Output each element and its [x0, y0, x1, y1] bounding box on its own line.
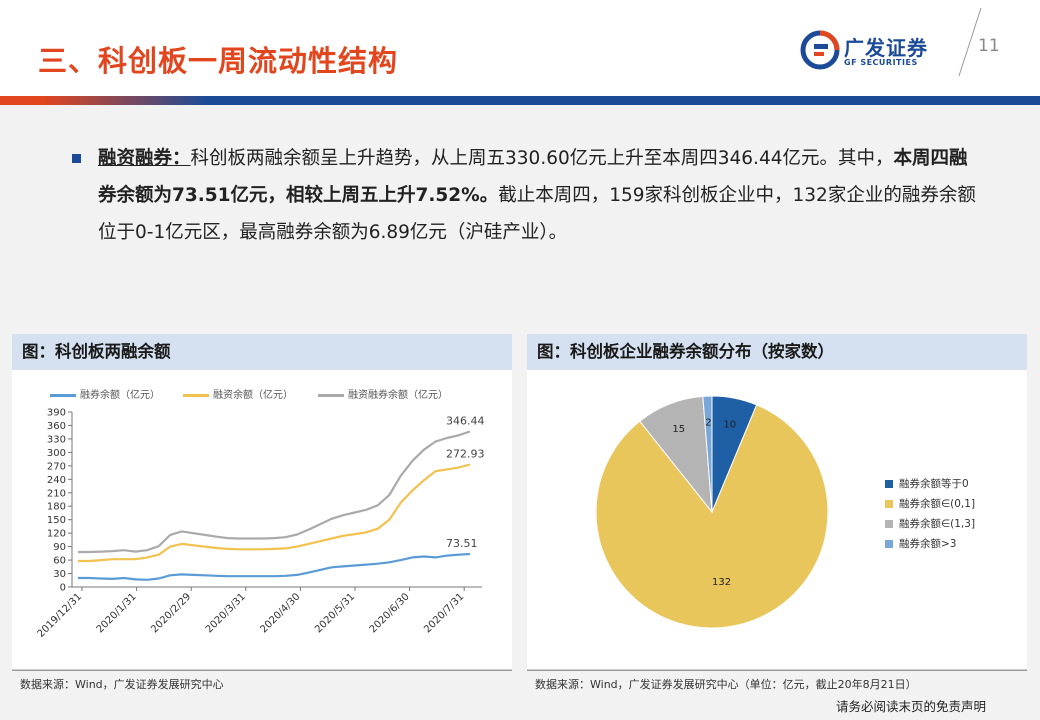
y-tick-label: 180	[47, 502, 66, 513]
line-chart: 0 30 60 90 120 150 180 210 240 270 300 330 360 390 201…	[36, 408, 485, 640]
pie-slice-label: 10	[723, 419, 736, 430]
series-end-label: 73.51	[446, 537, 478, 550]
legend-swatch	[885, 540, 893, 548]
left-panel-body	[12, 370, 512, 670]
y-tick-label: 90	[53, 542, 66, 553]
pie-slice	[702, 395, 713, 513]
y-tick-label: 120	[47, 529, 66, 540]
disclaimer-text: 请务必阅读末页的免责声明	[836, 699, 987, 714]
legend-swatch	[885, 480, 893, 488]
gf-logo-icon	[800, 30, 840, 70]
x-tick-label: 2020/7/31	[422, 591, 466, 635]
bullet-square-icon	[72, 154, 81, 163]
left-source-text: 数据来源：Wind，广发证券发展研究中心	[20, 678, 224, 691]
y-tick-label: 150	[47, 515, 66, 526]
para-text-2: 截止本周四，159家科创板企业中，132家企业的融券余额位于0-1亿元区，最高融…	[98, 185, 976, 243]
para-text-1: 科创板两融余额呈上升趋势，从上周五330.60亿元上升至本周四346.44亿元。…	[190, 148, 894, 169]
logo-cn-text: 广发证券	[844, 36, 928, 60]
page-number: 11	[978, 36, 1000, 56]
pie-slice-label: 132	[712, 577, 731, 588]
company-logo: 广发证券 GF SECURITIES	[800, 28, 960, 76]
legend-swatch	[885, 500, 893, 508]
x-tick-label: 2020/1/31	[95, 591, 139, 635]
x-tick-label: 2019/12/31	[36, 591, 85, 640]
legend-swatch	[318, 393, 344, 397]
series-end-label: 346.44	[446, 415, 485, 428]
page-divider-slash	[958, 8, 982, 77]
left-panel-title: 图：科创板两融余额	[12, 334, 512, 370]
y-tick-label: 270	[47, 461, 66, 472]
x-tick-label: 2020/6/30	[368, 591, 412, 635]
pie-legend-item: 融券余额等于0	[885, 474, 975, 494]
legend-item-short: 融券余额（亿元）	[50, 386, 160, 401]
y-tick-label: 390	[47, 408, 66, 419]
legend-item-margin: 融资余额（亿元）	[183, 386, 293, 401]
pie-slice-label: 15	[672, 424, 685, 435]
para-text-bold: 本周四融券余额为73.51亿元，相较上周五上升7.52%。	[98, 148, 968, 206]
right-panel-title: 图：科创板企业融券余额分布（按家数）	[527, 334, 1027, 370]
summary-paragraph: 融资融券：科创板两融余额呈上升趋势，从上周五330.60亿元上升至本周四346.…	[98, 140, 978, 251]
legend-swatch	[50, 393, 76, 397]
y-tick-label: 240	[47, 475, 66, 486]
title-divider-bar	[0, 96, 1040, 105]
legend-swatch	[885, 520, 893, 528]
x-tick-label: 2020/3/31	[204, 591, 248, 635]
x-tick-label: 2020/2/29	[149, 591, 193, 635]
x-tick-label: 2020/4/30	[258, 591, 302, 635]
left-source-divider	[12, 670, 512, 671]
series-line	[78, 463, 471, 563]
x-tick-label: 2020/5/31	[313, 591, 357, 635]
right-source-divider	[527, 670, 1027, 671]
pie-chart: 10 132 15 2	[595, 395, 829, 629]
pie-legend-item: 融券余额∈(0,1]	[885, 494, 975, 514]
pie-legend: 融券余额等于0 融券余额∈(0,1] 融券余额∈(1,3] 融券余额>3	[885, 474, 975, 554]
y-tick-label: 360	[47, 421, 66, 432]
pie-legend-item: 融券余额∈(1,3]	[885, 514, 975, 534]
pie-slice	[595, 404, 829, 629]
right-source-text: 数据来源：Wind，广发证券发展研究中心（单位：亿元，截止20年8月21日）	[535, 678, 917, 691]
legend-swatch	[183, 393, 209, 397]
series-line	[78, 552, 471, 581]
series-line	[78, 430, 471, 554]
y-tick-label: 0	[60, 583, 66, 594]
series-end-label: 272.93	[446, 448, 485, 461]
y-tick-label: 60	[53, 556, 66, 567]
y-tick-label: 30	[53, 569, 66, 580]
legend-item-total: 融资融券余额（亿元）	[318, 386, 448, 401]
logo-en-text: GF SECURITIES	[844, 58, 918, 67]
pie-legend-item: 融券余额>3	[885, 534, 975, 554]
page-title: 三、科创板一周流动性结构	[38, 44, 399, 78]
y-tick-label: 300	[47, 448, 66, 459]
para-label: 融资融券：	[98, 148, 191, 169]
y-tick-label: 330	[47, 434, 66, 445]
y-tick-label: 210	[47, 488, 66, 499]
pie-slice-label: 2	[705, 418, 711, 429]
